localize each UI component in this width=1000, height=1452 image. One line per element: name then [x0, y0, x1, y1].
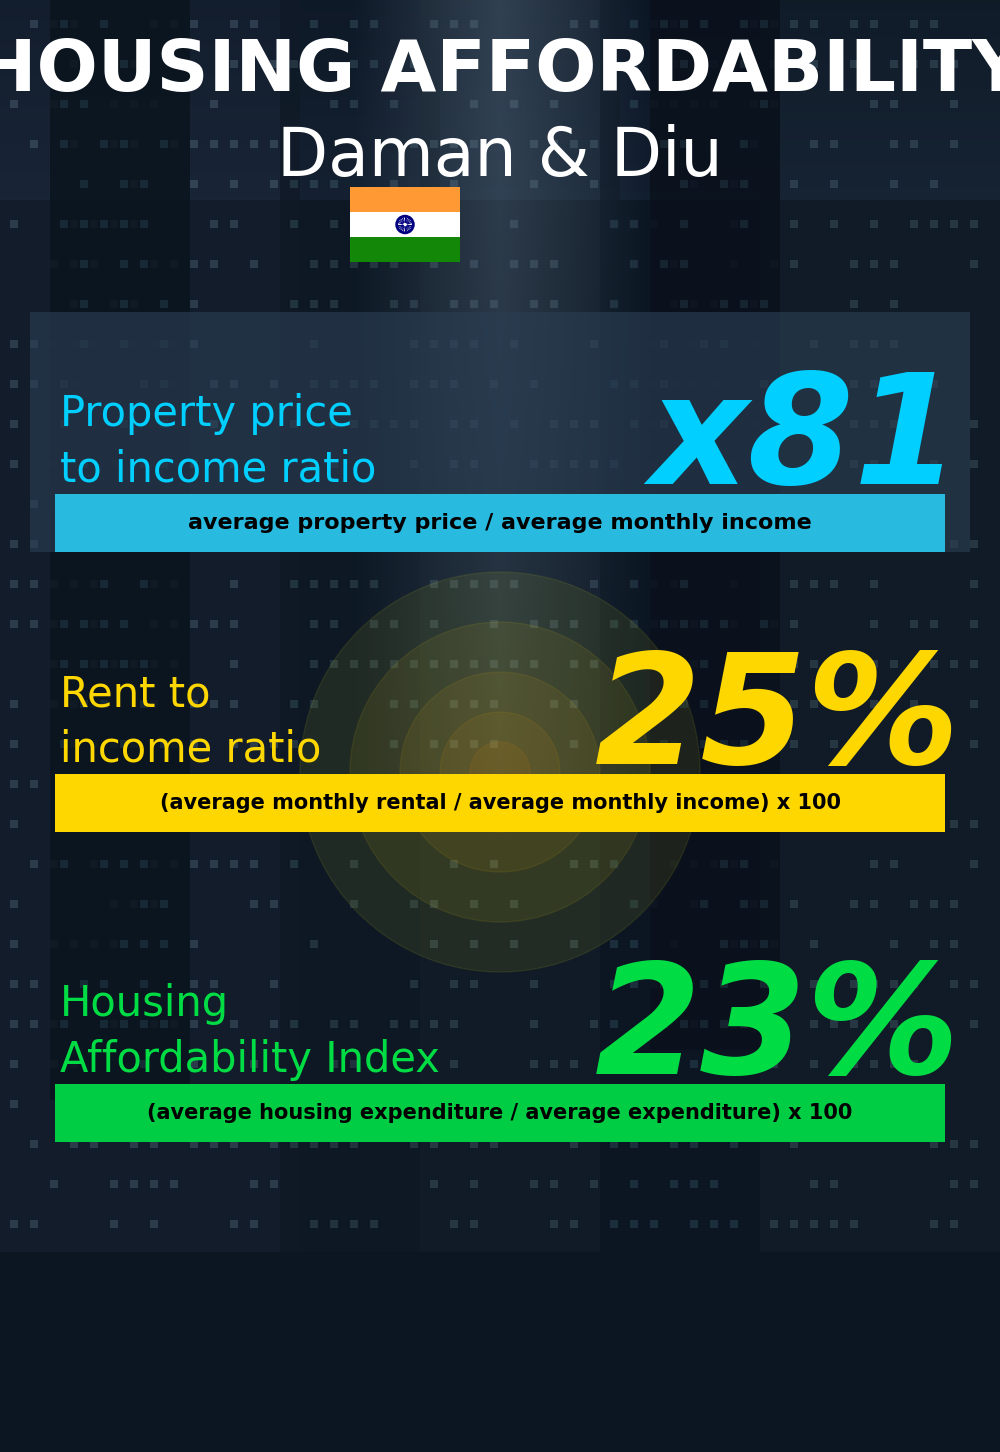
Text: (average monthly rental / average monthly income) x 100: (average monthly rental / average monthl…: [160, 793, 840, 813]
Bar: [350, 212, 460, 237]
Bar: [350, 187, 460, 212]
Text: Rent to
income ratio: Rent to income ratio: [60, 674, 321, 771]
Text: Property price
to income ratio: Property price to income ratio: [60, 393, 376, 491]
Text: Housing
Affordability Index: Housing Affordability Index: [60, 983, 440, 1080]
Text: average property price / average monthly income: average property price / average monthly…: [188, 513, 812, 533]
Text: Daman & Diu: Daman & Diu: [277, 123, 723, 190]
Text: 25%: 25%: [594, 648, 960, 797]
Bar: [350, 237, 460, 261]
Bar: [55, 774, 945, 832]
Circle shape: [470, 742, 530, 802]
Circle shape: [350, 621, 650, 922]
Text: HOUSING AFFORDABILITY: HOUSING AFFORDABILITY: [0, 38, 1000, 106]
Text: 23%: 23%: [594, 957, 960, 1106]
Circle shape: [300, 572, 700, 971]
Circle shape: [400, 672, 600, 873]
Text: x81: x81: [649, 367, 960, 517]
Text: (average housing expenditure / average expenditure) x 100: (average housing expenditure / average e…: [147, 1104, 853, 1122]
Circle shape: [440, 711, 560, 832]
Bar: [30, 312, 970, 552]
Bar: [55, 1085, 945, 1143]
Bar: [55, 494, 945, 552]
